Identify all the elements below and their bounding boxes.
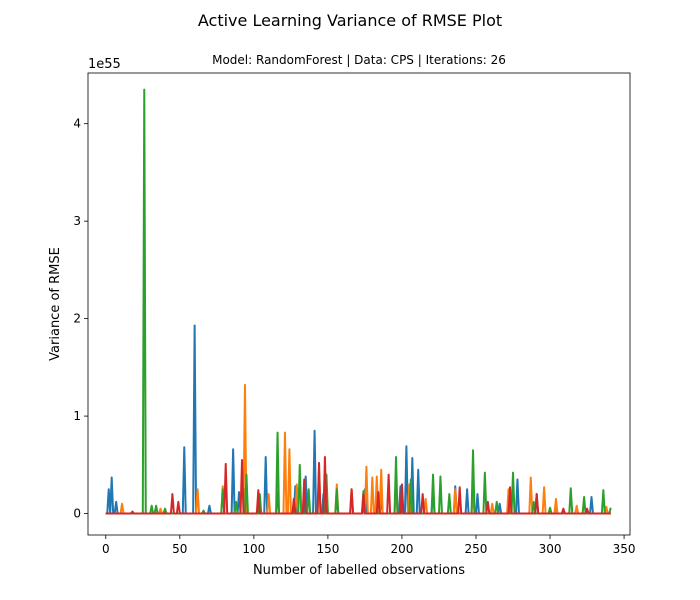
x-tick-label: 50 (172, 542, 187, 556)
y-axis-label: Variance of RMSE (48, 247, 63, 361)
series-line-4 (105, 456, 611, 515)
y-tick-label: 0 (73, 507, 81, 521)
y-tick-label: 1 (73, 409, 81, 423)
y-tick-label: 3 (73, 214, 81, 228)
x-tick-label: 350 (613, 542, 636, 556)
y-tick-label: 2 (73, 312, 81, 326)
x-tick-label: 100 (242, 542, 265, 556)
x-axis: 0 50 100 150 200 250 300 350 (102, 535, 636, 556)
y-axis: 0 1 2 3 4 (73, 117, 88, 521)
y-tick-label: 4 (73, 117, 81, 131)
x-tick-label: 250 (465, 542, 488, 556)
x-tick-label: 300 (539, 542, 562, 556)
chart-subtitle: Model: RandomForest | Data: CPS | Iterat… (212, 53, 506, 67)
x-tick-label: 150 (316, 542, 339, 556)
y-scale-offset-label: 1e55 (88, 57, 121, 72)
x-tick-label: 200 (390, 542, 413, 556)
chart-title: Active Learning Variance of RMSE Plot (198, 11, 502, 30)
plot-area (105, 88, 612, 515)
x-tick-label: 0 (102, 542, 110, 556)
x-axis-label: Number of labelled observations (253, 563, 465, 578)
axes-frame (87, 72, 631, 536)
